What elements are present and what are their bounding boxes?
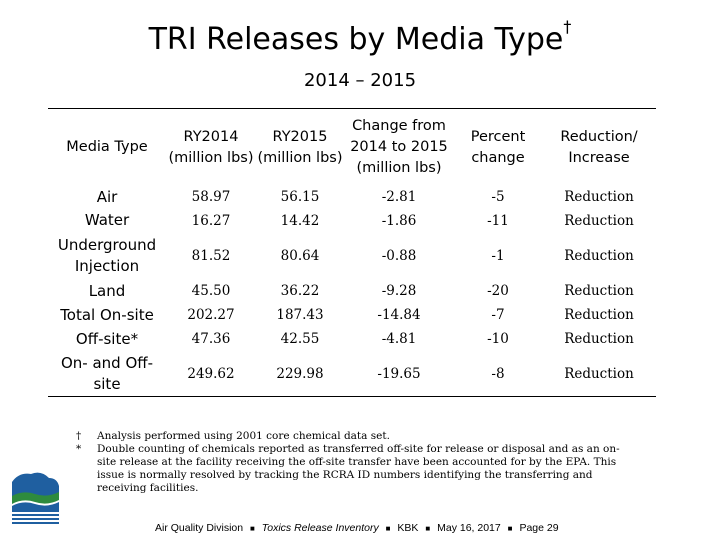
cell-ry2014: 81.52 bbox=[191, 247, 231, 264]
cell-ry2015: 229.98 bbox=[256, 351, 344, 397]
title-text: TRI Releases by Media Type bbox=[148, 22, 564, 57]
cell-ry2015: 187.43 bbox=[276, 307, 324, 323]
cell-ry2014: 16.27 bbox=[191, 212, 231, 229]
cell-ry2015: 36.22 bbox=[280, 283, 320, 299]
cell-change: -9.28 bbox=[381, 283, 417, 299]
footer-page: Page 29 bbox=[519, 522, 559, 534]
table-row: Off-site* 47.36 42.55 -4.81 -10 Reductio… bbox=[48, 327, 656, 351]
footnote-text: Analysis performed using 2001 core chemi… bbox=[97, 430, 390, 442]
cell-percent: -8 bbox=[454, 351, 542, 397]
header-percent: Percent change bbox=[470, 128, 526, 166]
cell-ry2015: 14.42 bbox=[280, 212, 320, 229]
cell-media: Water bbox=[84, 211, 130, 229]
releases-table: Media Type RY2014 (million lbs) RY2015 (… bbox=[48, 110, 656, 397]
cell-direction: Reduction bbox=[564, 189, 634, 205]
footnote: † Analysis performed using 2001 core che… bbox=[76, 430, 636, 443]
cell-ry2014: 58.97 bbox=[191, 189, 231, 205]
header-ry2014: RY2014 (million lbs) bbox=[168, 128, 254, 166]
cell-percent: -1 bbox=[491, 247, 505, 264]
slide-footer: Air Quality Division ■ Toxics Release In… bbox=[155, 522, 559, 534]
footer-separator: ■ bbox=[385, 524, 391, 533]
header-ry2015: RY2015 (million lbs) bbox=[257, 128, 343, 166]
footnote: * Double counting of chemicals reported … bbox=[76, 443, 636, 495]
footer-separator: ■ bbox=[425, 524, 431, 533]
cell-ry2015: 80.64 bbox=[280, 247, 320, 264]
footer-separator: ■ bbox=[250, 524, 255, 533]
table-header-row: Media Type RY2014 (million lbs) RY2015 (… bbox=[48, 110, 656, 185]
header-direction: Reduction/ Increase bbox=[560, 128, 638, 166]
cell-change: -2.81 bbox=[381, 189, 417, 205]
footer-author: KBK bbox=[397, 522, 419, 534]
cell-percent: -11 bbox=[487, 212, 509, 229]
table-row: On- and Off-site 249.62 229.98 -19.65 -8… bbox=[48, 351, 656, 397]
footer-separator: ■ bbox=[507, 524, 513, 533]
cell-direction: Reduction bbox=[564, 283, 634, 299]
agency-logo-icon bbox=[9, 466, 61, 528]
cell-media: Off-site* bbox=[75, 329, 139, 348]
slide-subtitle: 2014 – 2015 bbox=[303, 70, 417, 91]
cell-ry2015: 56.15 bbox=[280, 189, 320, 205]
cell-media: Air bbox=[96, 187, 118, 206]
cell-percent: -7 bbox=[491, 307, 505, 323]
cell-percent: -10 bbox=[487, 331, 509, 347]
cell-ry2014: 249.62 bbox=[166, 351, 256, 397]
cell-media: Land bbox=[88, 281, 126, 300]
header-change: Change from 2014 to 2015 (million lbs) bbox=[350, 118, 448, 176]
cell-media: Total On-site bbox=[60, 305, 154, 324]
table-row: Underground Injection 81.52 80.64 -0.88 … bbox=[48, 232, 656, 279]
cell-direction: Reduction bbox=[542, 351, 656, 397]
table-top-rule bbox=[48, 108, 656, 109]
slide-title: TRI Releases by Media Type† bbox=[0, 17, 720, 57]
cell-ry2015: 42.55 bbox=[280, 331, 320, 347]
footer-division: Air Quality Division bbox=[155, 522, 244, 534]
footnotes: † Analysis performed using 2001 core che… bbox=[76, 430, 636, 495]
footnote-text: Double counting of chemicals reported as… bbox=[97, 443, 620, 494]
footnote-symbol: † bbox=[76, 430, 82, 442]
title-dagger: † bbox=[563, 17, 572, 36]
cell-media: On- and Off-site bbox=[48, 351, 166, 397]
cell-direction: Reduction bbox=[564, 307, 634, 323]
footer-date: May 16, 2017 bbox=[437, 522, 501, 534]
footnote-symbol: * bbox=[76, 443, 82, 455]
cell-direction: Reduction bbox=[564, 212, 634, 229]
cell-percent: -5 bbox=[491, 189, 505, 205]
table-row: Air 58.97 56.15 -2.81 -5 Reduction bbox=[48, 185, 656, 209]
cell-direction: Reduction bbox=[564, 247, 634, 264]
footer-report: Toxics Release Inventory bbox=[261, 522, 379, 534]
cell-change: -4.81 bbox=[381, 331, 417, 347]
cell-change: -14.84 bbox=[377, 307, 421, 323]
cell-change: -19.65 bbox=[344, 351, 454, 397]
cell-media: Underground Injection bbox=[57, 235, 157, 275]
cell-ry2014: 47.36 bbox=[191, 331, 231, 347]
cell-change: -1.86 bbox=[381, 212, 417, 229]
header-media-type: Media Type bbox=[66, 139, 148, 155]
cell-ry2014: 45.50 bbox=[191, 283, 231, 299]
cell-percent: -20 bbox=[487, 283, 509, 299]
table-row: Water 16.27 14.42 -1.86 -11 Reduction bbox=[48, 209, 656, 232]
cell-change: -0.88 bbox=[381, 247, 417, 264]
cell-direction: Reduction bbox=[564, 331, 634, 347]
table-row: Total On-site 202.27 187.43 -14.84 -7 Re… bbox=[48, 303, 656, 327]
cell-ry2014: 202.27 bbox=[187, 307, 235, 323]
table-row: Land 45.50 36.22 -9.28 -20 Reduction bbox=[48, 279, 656, 303]
